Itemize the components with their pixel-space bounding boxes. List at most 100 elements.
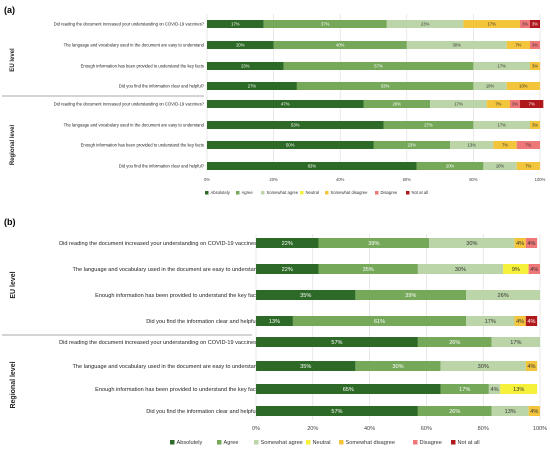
question-label: The language and vocabulary used in the … [72, 267, 260, 273]
data-label: 17% [498, 123, 507, 128]
data-label: 4% [516, 319, 524, 325]
legend-swatch [261, 191, 265, 195]
bar-segment [491, 406, 529, 416]
data-label: 40% [336, 43, 345, 48]
bar-segment [417, 406, 492, 416]
bar-segment [528, 406, 540, 416]
bar-segment [296, 82, 474, 90]
legend-swatch [406, 191, 410, 195]
legend-label: Somewhat agree [261, 440, 303, 446]
legend-label: Disagree [381, 190, 398, 195]
bar-segment [520, 20, 531, 28]
bar-segment [506, 41, 531, 49]
bar-segment [530, 121, 540, 129]
data-label: 4% [527, 364, 535, 370]
legend-label: Absolutely [177, 440, 203, 446]
group-label: EU level [10, 48, 16, 72]
data-label: 17% [459, 387, 470, 393]
bar-segment [440, 384, 489, 394]
data-label: 53% [291, 123, 300, 128]
legend-label: Somewhat agree [267, 190, 299, 195]
x-tick-label: 80% [478, 426, 489, 432]
bar-segment [493, 141, 517, 149]
data-label: 7% [515, 43, 521, 48]
data-label: 4% [527, 241, 535, 247]
data-label: 35% [300, 293, 311, 299]
bar-segment [207, 62, 284, 70]
bar-segment [528, 264, 540, 274]
bar-segment [466, 316, 515, 326]
bar-segment [207, 100, 364, 108]
question-label: Enough information has been provided to … [95, 293, 260, 299]
x-tick-label: 80% [469, 177, 478, 182]
data-label: 9% [512, 267, 520, 273]
bar-segment [207, 141, 374, 149]
bar-segment [440, 361, 526, 371]
data-label: 17% [231, 22, 240, 27]
data-label: 27% [424, 123, 433, 128]
legend-label: Somewhat disagree [346, 440, 395, 446]
legend-label: Neutral [306, 190, 320, 195]
bar-segment [292, 316, 467, 326]
group-label: Regional level [10, 124, 16, 165]
bar-segment [486, 100, 511, 108]
question-label: Did you find the information clear and h… [119, 83, 205, 88]
bar-segment [256, 264, 319, 274]
data-label: 3% [512, 102, 518, 107]
group-label: Regional level [10, 361, 17, 408]
legend-label: Agree [224, 440, 239, 446]
x-tick-label: 60% [403, 177, 412, 182]
question-label: Did reading the document increased your … [54, 21, 205, 26]
bar-segment [363, 100, 431, 108]
question-label: Did you find the information clear and h… [146, 319, 260, 325]
data-label: 17% [454, 102, 463, 107]
data-label: 13% [269, 319, 280, 325]
bar-segment [516, 141, 540, 149]
data-label: 20% [393, 102, 402, 107]
legend-swatch [306, 440, 311, 445]
data-label: 65% [343, 387, 354, 393]
data-label: 7% [529, 102, 535, 107]
legend-swatch [300, 191, 304, 195]
bar-segment [263, 20, 387, 28]
data-label: 17% [510, 340, 521, 346]
bar-segment [207, 20, 264, 28]
group-label: EU level [10, 271, 17, 298]
data-label: 23% [421, 22, 430, 27]
data-label: 7% [502, 143, 508, 148]
data-label: 61% [374, 319, 385, 325]
data-label: 3% [532, 22, 538, 27]
x-tick-label: 40% [336, 177, 345, 182]
data-label: 26% [449, 340, 460, 346]
data-label: 30% [392, 364, 403, 370]
legend-label: Absolutely [211, 190, 231, 195]
bar-segment [450, 141, 494, 149]
data-label: 30% [455, 267, 466, 273]
bar-segment [473, 82, 507, 90]
data-label: 63% [308, 164, 317, 169]
data-label: 26% [449, 409, 460, 415]
bar-segment [386, 20, 464, 28]
bar-segment [256, 316, 293, 326]
data-label: 57% [331, 340, 342, 346]
data-label: 53% [381, 84, 390, 89]
bar-segment [473, 121, 531, 129]
bar-segment [256, 238, 319, 248]
data-label: 57% [331, 409, 342, 415]
bar-segment [207, 41, 274, 49]
bar-segment [510, 100, 521, 108]
data-label: 10% [519, 84, 528, 89]
data-label: 35% [300, 364, 311, 370]
bar-segment [530, 41, 540, 49]
data-label: 37% [321, 22, 330, 27]
bar-segment [506, 82, 540, 90]
bar-segment [207, 82, 297, 90]
data-label: 3% [522, 22, 528, 27]
x-tick-label: 0% [252, 426, 260, 432]
legend-label: Neutral [313, 440, 331, 446]
bar-segment [406, 41, 507, 49]
bar-segment [525, 316, 538, 326]
bar-segment [383, 121, 474, 129]
question-label: Did you find the information clear and h… [146, 409, 260, 415]
bar-segment [256, 290, 356, 300]
